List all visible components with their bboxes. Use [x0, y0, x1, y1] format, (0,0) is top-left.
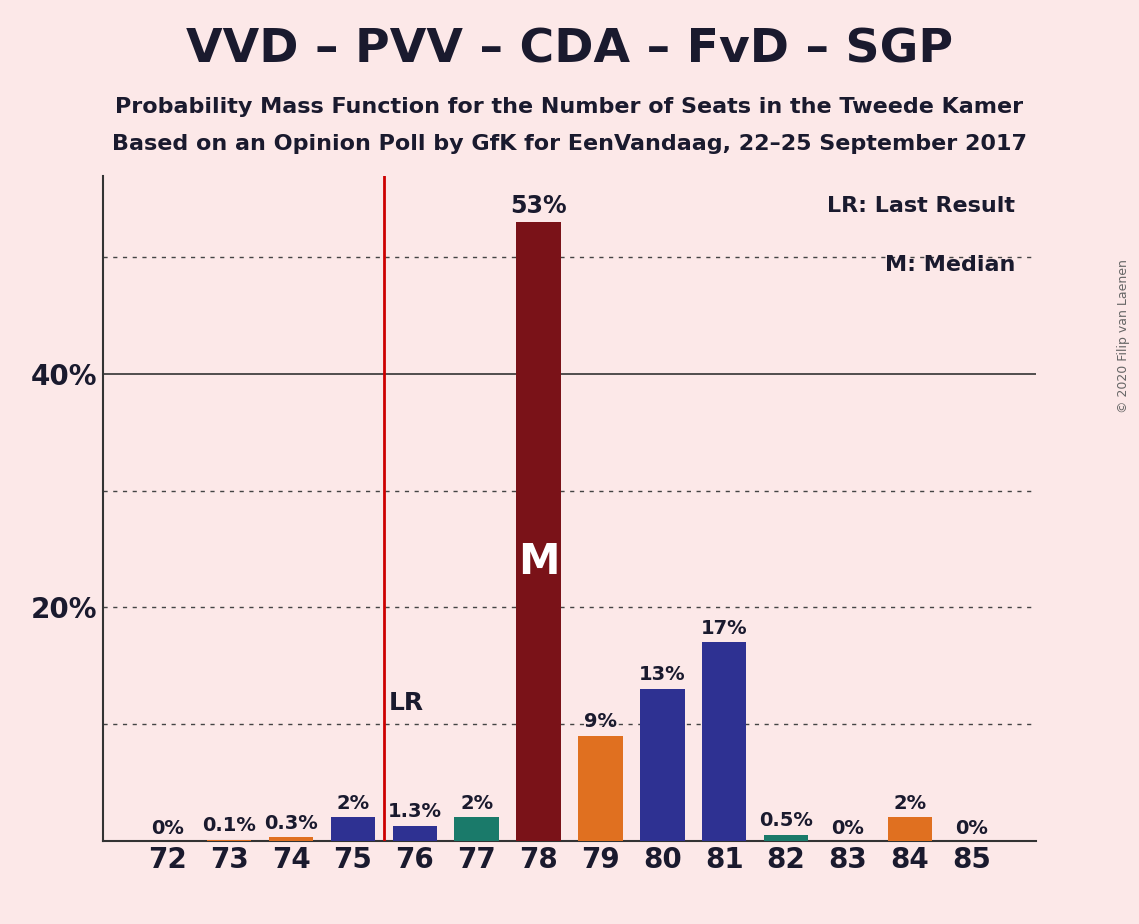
Bar — [640, 689, 685, 841]
Text: 0.3%: 0.3% — [264, 814, 318, 833]
Bar — [579, 736, 623, 841]
Bar — [330, 818, 375, 841]
Bar — [393, 826, 437, 841]
Bar — [207, 840, 252, 841]
Text: M: M — [518, 541, 559, 583]
Text: 9%: 9% — [584, 712, 617, 731]
Text: 2%: 2% — [460, 794, 493, 813]
Text: 17%: 17% — [700, 619, 747, 638]
Bar — [516, 223, 560, 841]
Text: 1.3%: 1.3% — [387, 802, 442, 821]
Bar — [454, 818, 499, 841]
Text: 0.5%: 0.5% — [760, 811, 813, 831]
Text: Based on an Opinion Poll by GfK for EenVandaag, 22–25 September 2017: Based on an Opinion Poll by GfK for EenV… — [112, 134, 1027, 154]
Text: VVD – PVV – CDA – FvD – SGP: VVD – PVV – CDA – FvD – SGP — [186, 28, 953, 73]
Bar — [269, 837, 313, 841]
Text: Probability Mass Function for the Number of Seats in the Tweede Kamer: Probability Mass Function for the Number… — [115, 97, 1024, 117]
Bar — [764, 835, 809, 841]
Text: M: Median: M: Median — [885, 255, 1015, 275]
Bar — [887, 818, 932, 841]
Text: 13%: 13% — [639, 665, 686, 685]
Text: 0%: 0% — [831, 819, 865, 838]
Text: 2%: 2% — [336, 794, 369, 813]
Text: 0.1%: 0.1% — [203, 816, 256, 835]
Text: 2%: 2% — [893, 794, 926, 813]
Text: 0%: 0% — [150, 819, 183, 838]
Bar — [702, 642, 746, 841]
Text: LR: LR — [388, 691, 424, 715]
Text: © 2020 Filip van Laenen: © 2020 Filip van Laenen — [1117, 259, 1130, 413]
Text: 53%: 53% — [510, 193, 567, 217]
Text: LR: Last Result: LR: Last Result — [827, 196, 1015, 215]
Text: 0%: 0% — [956, 819, 989, 838]
